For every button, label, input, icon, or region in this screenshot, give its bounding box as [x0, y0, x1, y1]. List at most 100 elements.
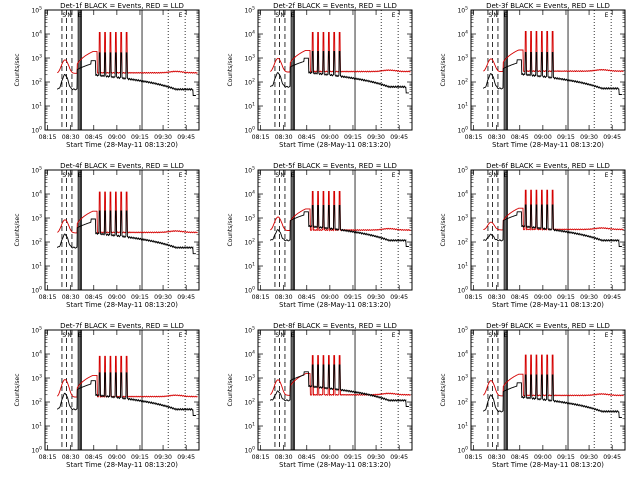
- x-axis-label: Start Time (28-May-11 08:13:20): [66, 461, 178, 469]
- y-tick-label: 104: [244, 30, 255, 39]
- x-tick-label: 08:15: [465, 294, 483, 301]
- lld-series-line: [270, 191, 411, 232]
- y-axis-label: Counts/sec: [227, 213, 234, 246]
- marker-letter: E: [291, 12, 295, 19]
- x-tick-label: 09:15: [557, 134, 575, 141]
- y-tick-label: 104: [457, 30, 468, 39]
- x-tick-label: 08:45: [298, 294, 316, 301]
- plot-frame: [44, 329, 200, 451]
- y-tick-label: 102: [244, 238, 255, 247]
- x-tick-label: 09:30: [154, 134, 172, 141]
- x-tick-label: 08:15: [252, 294, 270, 301]
- x-axis-label: Start Time (28-May-11 08:13:20): [492, 301, 604, 309]
- y-axis-label: Counts/sec: [14, 53, 21, 86]
- plot-frame: [44, 169, 200, 291]
- y-tick-label: 105: [457, 166, 468, 175]
- x-tick-label: 09:30: [154, 294, 172, 301]
- x-tick-label: 09:45: [177, 134, 195, 141]
- panel-title: Det-8f BLACK = Events, RED = LLD: [273, 322, 397, 330]
- y-tick-label: 100: [31, 286, 42, 295]
- y-tick-label: 100: [31, 446, 42, 455]
- y-tick-label: 100: [244, 126, 255, 135]
- x-tick-label: 08:30: [488, 294, 506, 301]
- x-tick-label: 08:45: [511, 134, 529, 141]
- y-tick-label: 105: [244, 6, 255, 15]
- x-tick-label: 08:15: [465, 134, 483, 141]
- y-tick-label: 101: [244, 422, 255, 431]
- x-tick-label: 08:15: [39, 454, 57, 461]
- marker-letter: S: [62, 12, 66, 19]
- y-tick-label: 104: [244, 350, 255, 359]
- marker-letter: E: [179, 172, 183, 179]
- x-tick-label: 08:15: [252, 454, 270, 461]
- x-tick-label: 08:45: [298, 454, 316, 461]
- events-series-line: [482, 204, 622, 247]
- x-tick-label: 08:30: [275, 294, 293, 301]
- marker-letter: E: [78, 12, 82, 19]
- detector-panel-1: 100 101 102 103 104 105 08:15 08:30 08:45 09:00 09…: [14, 2, 200, 149]
- y-tick-label: 102: [457, 398, 468, 407]
- panel-title: Det-1f BLACK = Events, RED = LLD: [60, 2, 184, 10]
- x-tick-label: 09:45: [603, 294, 621, 301]
- y-tick-label: 102: [244, 398, 255, 407]
- y-tick-label: 105: [244, 326, 255, 335]
- y-tick-label: 101: [457, 262, 468, 271]
- panel-title: Det-6f BLACK = Events, RED = LLD: [486, 162, 610, 170]
- x-tick-label: 09:45: [177, 294, 195, 301]
- y-axis-label: Counts/sec: [227, 373, 234, 406]
- x-tick-label: 09:15: [344, 134, 362, 141]
- marker-letter: S: [275, 332, 279, 339]
- x-tick-label: 09:00: [534, 134, 552, 141]
- y-tick-label: 102: [31, 78, 42, 87]
- x-tick-label: 09:15: [131, 294, 149, 301]
- detector-panel-4: 100 101 102 103 104 105 08:15 08:30 08:45 09:00 09…: [14, 162, 200, 309]
- marker-letter: E: [504, 12, 508, 19]
- x-tick-label: 08:45: [298, 134, 316, 141]
- marker-letter: S: [488, 172, 492, 179]
- marker-letter: E: [179, 332, 183, 339]
- x-axis-label: Start Time (28-May-11 08:13:20): [492, 141, 604, 149]
- marker-letter: E: [78, 332, 82, 339]
- x-tick-label: 09:15: [344, 294, 362, 301]
- y-tick-label: 105: [31, 166, 42, 175]
- y-tick-label: 104: [457, 190, 468, 199]
- y-tick-label: 100: [457, 286, 468, 295]
- data-series: [482, 30, 624, 95]
- y-tick-label: 103: [31, 54, 42, 63]
- x-tick-label: 09:30: [367, 134, 385, 141]
- x-tick-label: 08:45: [85, 134, 103, 141]
- y-tick-label: 101: [244, 102, 255, 111]
- x-tick-label: 09:15: [131, 454, 149, 461]
- x-tick-label: 09:30: [580, 134, 598, 141]
- x-tick-label: 09:00: [534, 294, 552, 301]
- detector-panel-6: 100 101 102 103 104 105 08:15 08:30 08:45 09:00 09…: [440, 162, 626, 309]
- y-tick-label: 101: [31, 422, 42, 431]
- y-tick-label: 102: [457, 238, 468, 247]
- y-axis-label: Counts/sec: [440, 213, 447, 246]
- events-series-line: [482, 374, 622, 418]
- plot-frame: [470, 169, 626, 291]
- events-series-line: [56, 210, 196, 255]
- y-axis-label: Counts/sec: [440, 53, 447, 86]
- x-tick-label: 09:30: [367, 454, 385, 461]
- y-tick-label: 104: [31, 30, 42, 39]
- marker-letter: E: [291, 332, 295, 339]
- y-tick-label: 101: [457, 422, 468, 431]
- detector-panel-5: 100 101 102 103 104 105 08:15 08:30 08:45 09:00 09…: [227, 162, 413, 309]
- x-tick-label: 09:00: [321, 134, 339, 141]
- detector-panel-9: 100 101 102 103 104 105 08:15 08:30 08:45 09:00 09…: [440, 322, 626, 469]
- y-axis-label: Counts/sec: [14, 213, 21, 246]
- panel-title: Det-4f BLACK = Events, RED = LLD: [60, 162, 184, 170]
- marker-letter: E: [291, 172, 295, 179]
- x-tick-label: 09:00: [108, 134, 126, 141]
- marker-letter: E: [504, 172, 508, 179]
- x-tick-label: 08:30: [62, 134, 80, 141]
- x-tick-label: 08:30: [275, 454, 293, 461]
- x-tick-label: 09:15: [557, 454, 575, 461]
- y-axis-label: Counts/sec: [440, 373, 447, 406]
- x-axis-label: Start Time (28-May-11 08:13:20): [492, 461, 604, 469]
- marker-letter: E: [605, 332, 609, 339]
- y-tick-label: 103: [31, 374, 42, 383]
- x-tick-label: 08:30: [62, 294, 80, 301]
